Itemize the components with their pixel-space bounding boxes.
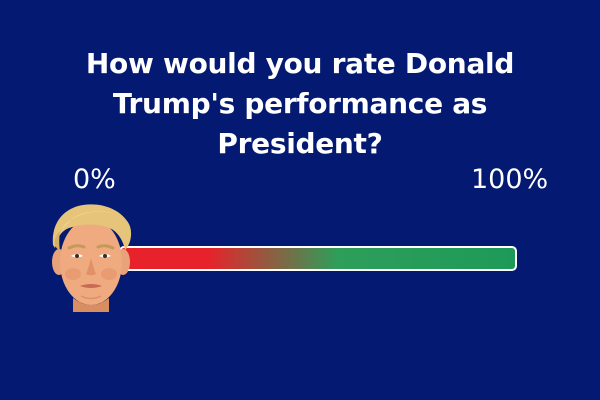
scale-min-label: 0% — [73, 164, 116, 195]
poll-question: How would you rate Donald Trump's perfor… — [85, 47, 515, 160]
rating-slider-handle[interactable] — [43, 200, 139, 312]
face-portrait-icon — [52, 204, 132, 312]
rating-slider-fill — [121, 248, 515, 269]
rating-slider-track[interactable] — [119, 246, 517, 271]
scale-max-label: 100% — [471, 164, 549, 195]
